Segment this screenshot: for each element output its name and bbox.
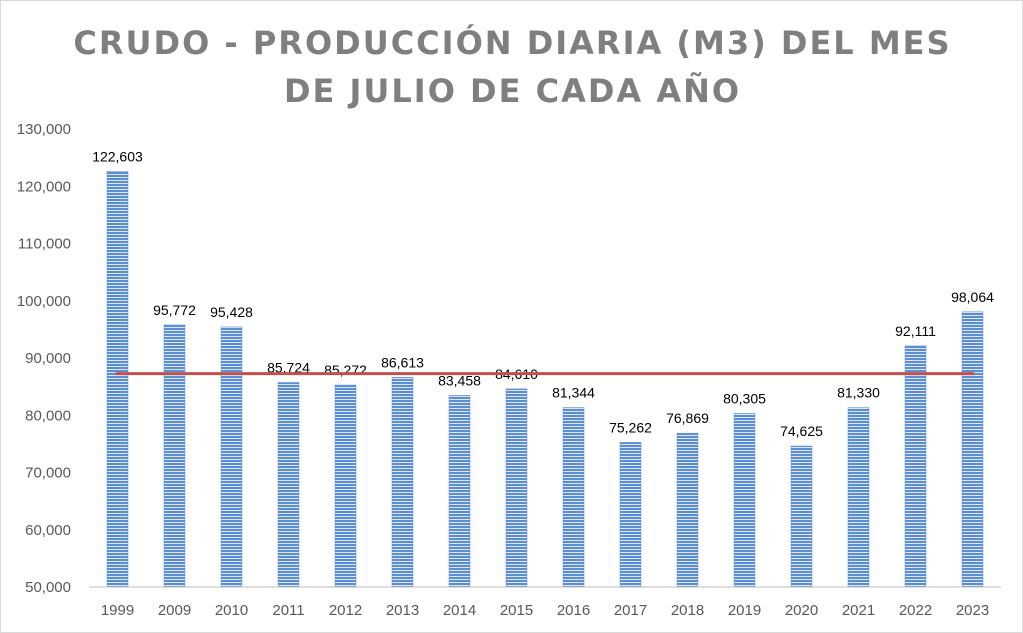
x-tick-label: 2016 (557, 602, 590, 619)
chart-title-line-2: DE JULIO DE CADA AÑO (283, 72, 742, 110)
bar-2013 (391, 377, 414, 588)
bar-2011 (277, 382, 300, 588)
bar-2016 (562, 407, 585, 588)
x-tick-label: 2021 (842, 602, 875, 619)
data-label-2013: 86,613 (381, 354, 424, 370)
x-tick-label: 2013 (386, 602, 419, 619)
y-tick-label: 110,000 (18, 236, 71, 253)
data-label-2018: 76,869 (666, 410, 709, 426)
data-label-2020: 74,625 (780, 423, 823, 439)
data-label-2010: 95,428 (210, 304, 253, 320)
y-tick-label: 50,000 (25, 579, 71, 596)
bars (106, 171, 984, 588)
bar-2020 (790, 445, 813, 588)
data-label-2017: 75,262 (609, 419, 652, 435)
bar-2021 (847, 407, 870, 588)
data-label-2009: 95,772 (153, 302, 196, 318)
y-tick-label: 80,000 (25, 407, 71, 424)
x-tick-label: 2017 (614, 602, 647, 619)
x-tick-label: 2014 (443, 602, 476, 619)
y-tick-label: 100,000 (17, 293, 71, 310)
bar-2023 (961, 311, 984, 588)
x-tick-label: 2015 (500, 602, 533, 619)
bar-2012 (334, 384, 357, 588)
bar-2019 (733, 413, 756, 588)
y-tick-label: 60,000 (25, 522, 71, 539)
x-tick-label: 2012 (329, 602, 362, 619)
x-axis-tick-labels: 1999 2009 2010 2011 2012 2013 2014 2015 2016 2017… (101, 602, 989, 619)
data-label-2019: 80,305 (723, 391, 766, 407)
data-label-2011: 85,724 (267, 359, 310, 375)
x-tick-label: 2018 (671, 602, 704, 619)
bar-2014 (448, 395, 471, 588)
bar-2017 (619, 442, 642, 588)
chart-title-line-1: CRUDO - PRODUCCIÓN DIARIA (M3) DEL MES (73, 24, 952, 62)
x-tick-label: 2011 (272, 602, 304, 619)
data-label-1999: 122,603 (92, 148, 143, 164)
chart-title: CRUDO - PRODUCCIÓN DIARIA (M3) DEL MES D… (1, 19, 1023, 115)
x-tick-label: 1999 (101, 602, 134, 619)
x-tick-label: 2020 (785, 602, 818, 619)
bar-2015 (505, 388, 528, 588)
y-axis-tick-labels: 50,000 60,000 70,000 80,000 90,000 100,000 110… (17, 121, 71, 596)
y-tick-label: 90,000 (25, 350, 71, 367)
data-label-2023: 98,064 (951, 289, 994, 305)
x-tick-label: 2010 (215, 602, 248, 619)
bar-2022 (904, 345, 927, 588)
bar-1999 (106, 171, 129, 588)
data-label-2012: 85,272 (324, 362, 367, 378)
bar-2010 (220, 326, 243, 588)
x-tick-label: 2019 (728, 602, 761, 619)
data-label-2022: 92,111 (895, 323, 936, 339)
bar-2009 (163, 324, 186, 588)
y-tick-label: 120,000 (17, 178, 71, 195)
data-label-2016: 81,344 (552, 385, 595, 401)
y-tick-label: 70,000 (25, 465, 71, 482)
x-tick-label: 2009 (158, 602, 191, 619)
x-tick-label: 2023 (956, 602, 989, 619)
y-tick-label: 130,000 (17, 121, 71, 138)
bar-2018 (676, 432, 699, 588)
x-tick-label: 2022 (899, 602, 932, 619)
data-label-2021: 81,330 (837, 385, 880, 401)
data-label-2014: 83,458 (438, 372, 481, 388)
